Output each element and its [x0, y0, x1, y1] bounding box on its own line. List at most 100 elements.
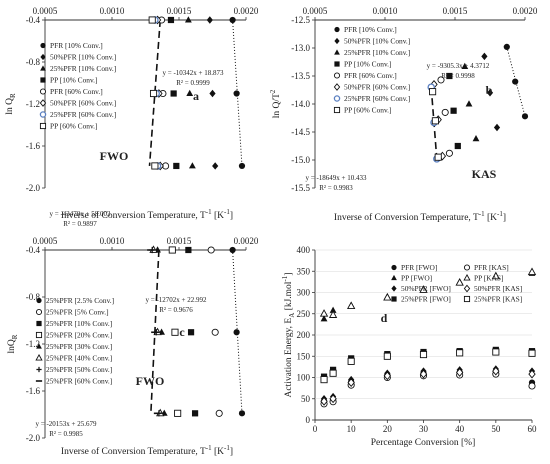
y-tick-label: -1.2 [26, 99, 40, 109]
y-tick-label: 400 [297, 245, 311, 255]
data-point [184, 16, 192, 23]
y-tick-label: -14.5 [291, 127, 310, 137]
x-tick-label: 0.0015 [167, 236, 192, 246]
data-point [528, 349, 536, 357]
legend-marker [333, 72, 341, 79]
legend-label: 50%PFR [60% Conv.] [50, 99, 116, 108]
data-point [329, 306, 337, 313]
legend-marker [39, 122, 47, 130]
data-point [171, 328, 179, 336]
data-point [211, 328, 219, 336]
legend-marker [391, 264, 397, 271]
chart-panel-c: 0.0005 0.0010 0.0015 0.0020 -0.4 -0.8 -1.2 -1.6… [7, 236, 259, 457]
legend-marker [391, 296, 397, 302]
legend-marker [36, 366, 42, 373]
data-point [455, 278, 464, 286]
y-tick-label: -13.5 [291, 71, 310, 81]
data-point [185, 246, 192, 254]
data-point [486, 89, 494, 97]
data-point [329, 394, 337, 404]
y-tick-label: 0 [306, 415, 311, 425]
legend-label: 25%PFR [5% Conv.] [46, 308, 109, 317]
x-tick-label: 0.0015 [167, 6, 192, 16]
legend-label: 25%PFR [FWO] [401, 295, 451, 304]
legend-label: PFR [KAS] [474, 263, 509, 272]
data-point [173, 162, 180, 170]
legend-marker [334, 49, 340, 55]
y-axis-label: lnQR [7, 334, 19, 353]
data-point [151, 162, 159, 170]
legend-label: PP [60% Conv.] [50, 122, 98, 131]
legend-label: PFR [60% Conv.] [50, 87, 103, 96]
legend-label: PP [60% Conv.] [344, 106, 392, 115]
panel-label: c [179, 325, 185, 339]
data-point [149, 89, 158, 98]
data-point [148, 16, 156, 24]
legend-label: PP [10% Conv.] [344, 60, 392, 69]
legend-label: 50%PFR [FWO] [401, 284, 451, 293]
legend-label: 25%PFR [20% Conv.] [46, 331, 112, 340]
data-point [454, 142, 461, 150]
legend-label: PP [KAS] [474, 274, 504, 283]
legend-marker [334, 26, 340, 33]
data-point [329, 369, 337, 377]
data-point [492, 348, 500, 356]
data-point [320, 376, 328, 384]
data-point [521, 113, 529, 120]
data-point [446, 72, 453, 80]
data-point [419, 369, 428, 379]
legend-label: 25%PFR [60% Conv.] [46, 377, 112, 386]
fit-line-dotted [232, 19, 243, 166]
chart-panel-a: 0.0005 0.0010 0.0015 0.0020 -0.4 -0.8 -1.2 -1.6… [5, 6, 259, 228]
legend-label: 25%PFR [10% Conv.] [344, 48, 410, 57]
data-point [187, 329, 195, 336]
y-tick-label: -13.0 [291, 43, 310, 53]
data-point [170, 90, 177, 97]
y-tick-label: -1.2 [26, 339, 40, 349]
y-tick-label: -0.4 [26, 15, 41, 25]
legend-marker [333, 83, 341, 91]
data-point [233, 329, 240, 336]
legend-label: 25%PFR [60% Conv.] [50, 110, 116, 119]
legend-marker [35, 331, 43, 339]
fit-equation: y = -43470x + 58.003 [50, 210, 111, 218]
fit-equation: y = -20153x + 25.679 [36, 420, 97, 428]
chart-panel-d: 0 10 20 30 40 50 60 0 50 100 150 200 250 300 350 400 PFR… [281, 245, 537, 448]
y-tick-label: -14.0 [291, 99, 310, 109]
data-point [206, 16, 213, 24]
chart-panel-b: 0.0005 0.0010 0.0015 0.0020 -12.5 -13.0 -13.5 -… [269, 6, 538, 223]
data-point [188, 162, 196, 169]
legend-marker [35, 353, 43, 361]
data-point [320, 315, 328, 322]
legend-label: 25%PFR [10% Conv.] [46, 319, 112, 328]
y-tick-label: 200 [297, 330, 311, 340]
y-tick-label: -0.4 [26, 245, 41, 255]
legend-label: PFR [FWO] [401, 263, 437, 272]
x-tick-label: 0.0005 [33, 236, 58, 246]
y-tick-label: -0.8 [26, 57, 41, 67]
legend-marker [463, 295, 471, 303]
x-tick-label: 0.0005 [33, 6, 58, 16]
x-tick-label: 40 [455, 424, 465, 434]
legend-label: 25%PFR [30% Conv.] [46, 342, 112, 351]
legend-label: 25%PFR [2.5% Conv.] [46, 296, 114, 305]
x-tick-label: 0.0010 [373, 6, 398, 16]
fit-r-squared: R² = 0.9998 [441, 72, 475, 80]
method-label: FWO [136, 374, 165, 388]
fit-r-squared: R² = 0.9897 [63, 220, 97, 228]
legend-label: 25%PFR [50% Conv.] [46, 365, 112, 374]
data-point [528, 369, 536, 379]
legend-label: PFR [10% Conv.] [344, 25, 397, 34]
x-tick-label: 20 [383, 424, 393, 434]
legend-marker [36, 320, 42, 327]
y-tick-label: 100 [297, 373, 311, 383]
y-tick-label: 150 [297, 351, 311, 361]
panel-label: b [486, 83, 493, 97]
y-axis-label: Activation Energy, EA [kJ.mol-1] [281, 273, 296, 398]
data-point [191, 410, 199, 417]
y-tick-label: 250 [297, 309, 311, 319]
x-axis-label: Percentage Conversion [%] [371, 438, 475, 448]
legend-label: 50%PFR [60% Conv.] [344, 83, 410, 92]
